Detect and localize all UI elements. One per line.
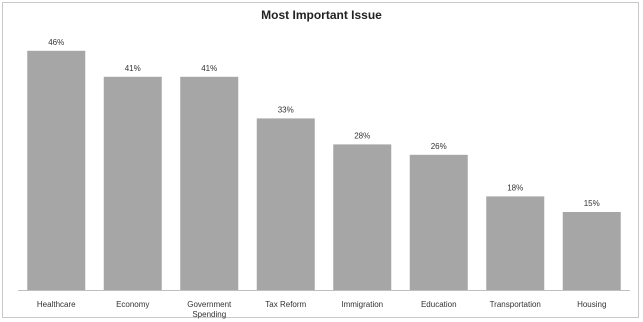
category-label: Housing	[577, 300, 606, 309]
data-label: 46%	[48, 38, 64, 47]
category-label: Transportation	[490, 300, 541, 309]
data-labels-group: 46% 41% 41% 33% 28% 26% 18% 15%	[48, 38, 600, 208]
bar-healthcare	[27, 50, 86, 290]
bar-economy	[103, 76, 162, 290]
data-label: 41%	[125, 64, 141, 73]
data-label: 41%	[201, 64, 217, 73]
category-label: Immigration	[341, 300, 383, 309]
bars-group	[27, 50, 621, 291]
category-label: Spending	[192, 310, 226, 319]
data-label: 26%	[431, 142, 447, 151]
bar-housing	[562, 212, 621, 290]
data-label: 18%	[507, 183, 523, 192]
chart-title: Most Important Issue	[261, 8, 382, 22]
data-label: 33%	[278, 105, 294, 114]
category-label: Tax Reform	[265, 300, 306, 309]
bar-transportation	[486, 196, 545, 290]
data-label: 28%	[354, 131, 370, 140]
data-label: 15%	[584, 199, 600, 208]
category-label: Education	[421, 300, 457, 309]
bar-education	[409, 154, 468, 290]
bar-government-spending	[180, 76, 239, 290]
bar-immigration	[333, 144, 392, 290]
category-label: Government	[187, 300, 232, 309]
category-label: Economy	[116, 300, 149, 309]
bar-tax-reform	[256, 118, 315, 291]
category-label: Healthcare	[37, 300, 76, 309]
